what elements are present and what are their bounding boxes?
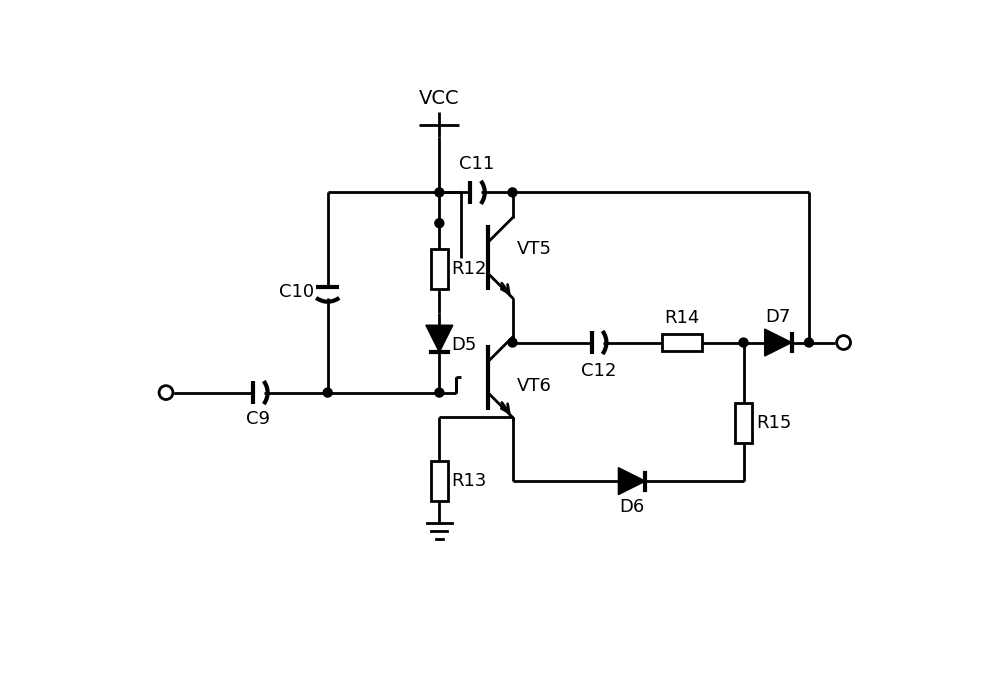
- Text: C11: C11: [459, 155, 495, 173]
- Bar: [431, 461, 448, 501]
- Circle shape: [435, 219, 444, 228]
- Text: VT6: VT6: [517, 377, 552, 395]
- Text: C9: C9: [246, 410, 270, 428]
- Polygon shape: [426, 325, 453, 352]
- Text: C10: C10: [279, 284, 314, 302]
- Polygon shape: [765, 329, 792, 356]
- Circle shape: [435, 188, 444, 197]
- Text: R12: R12: [452, 260, 487, 278]
- Text: C12: C12: [581, 362, 616, 380]
- Polygon shape: [618, 468, 645, 495]
- Circle shape: [159, 385, 173, 399]
- Text: D7: D7: [765, 307, 791, 326]
- Bar: [735, 403, 752, 444]
- Circle shape: [323, 388, 332, 397]
- Circle shape: [508, 188, 517, 197]
- Text: R13: R13: [452, 472, 487, 490]
- Circle shape: [804, 338, 813, 347]
- Circle shape: [739, 338, 748, 347]
- Text: D6: D6: [619, 498, 644, 516]
- Text: VT5: VT5: [517, 239, 552, 257]
- Text: R15: R15: [756, 415, 791, 432]
- Bar: [431, 249, 448, 289]
- Text: R14: R14: [664, 309, 700, 327]
- Bar: [662, 334, 702, 351]
- Text: D5: D5: [452, 336, 477, 354]
- Text: VCC: VCC: [419, 89, 460, 108]
- Circle shape: [435, 388, 444, 397]
- Circle shape: [508, 338, 517, 347]
- Circle shape: [837, 336, 851, 349]
